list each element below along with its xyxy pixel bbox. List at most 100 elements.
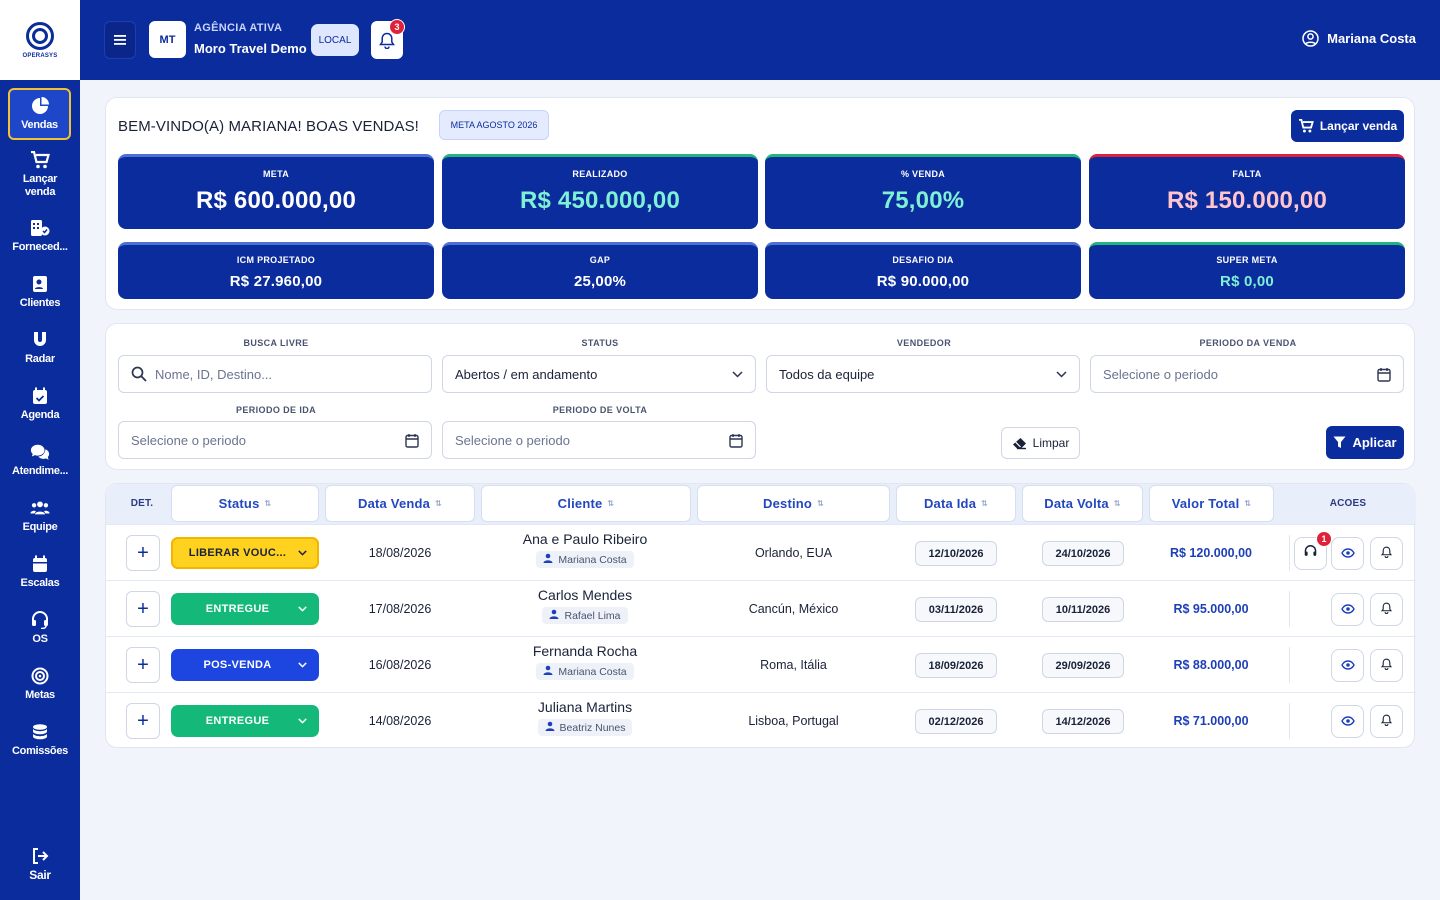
apply-filters-button[interactable]: Aplicar — [1326, 426, 1404, 459]
new-sale-button[interactable]: Lançar venda — [1291, 110, 1404, 142]
table-row[interactable]: + LIBERAR VOUC... 18/08/2026 Ana e Paulo Ri… — [106, 524, 1416, 580]
sidebar-item-comissoes[interactable]: Comissões — [0, 722, 80, 758]
column-header-status[interactable]: Status ⇅ — [171, 485, 319, 522]
sidebar-item-radar[interactable]: Radar — [0, 330, 80, 366]
notification-count-badge: 3 — [389, 19, 405, 35]
departure-date: 02/12/2026 — [915, 709, 997, 734]
expand-row-button[interactable]: + — [126, 591, 160, 627]
welcome-title: BEM-VINDO(A) MARIANA! BOAS VENDAS! — [118, 118, 419, 135]
column-header-departure[interactable]: Data Ida ⇅ — [896, 485, 1016, 522]
seller-label: VENDEDOR — [896, 338, 952, 348]
client-name: Juliana Martins — [537, 699, 633, 715]
column-header-sale-date[interactable]: Data Venda ⇅ — [325, 485, 475, 522]
column-header-client[interactable]: Cliente ⇅ — [481, 485, 691, 522]
person-icon — [549, 609, 559, 622]
status-text: ENTREGUE — [205, 603, 270, 615]
column-header-actions: ACOES — [1329, 498, 1367, 509]
kpi-value: R$ 450.000,00 — [519, 187, 681, 214]
calendar-icon — [729, 433, 743, 448]
return-date: 24/10/2026 — [1042, 541, 1124, 566]
clear-filters-button[interactable]: Limpar — [1001, 427, 1080, 459]
status-dropdown[interactable]: ENTREGUE — [171, 593, 319, 625]
view-sale-button[interactable] — [1331, 649, 1364, 682]
expand-row-button[interactable]: + — [126, 647, 160, 683]
seller-select[interactable]: Todos da equipe — [766, 355, 1080, 393]
eye-icon — [1340, 601, 1355, 619]
view-sale-button[interactable] — [1331, 705, 1364, 738]
logout-button[interactable]: Sair — [0, 846, 80, 882]
status-text: ENTREGUE — [205, 715, 270, 727]
status-dropdown[interactable]: ENTREGUE — [171, 705, 319, 737]
period-chip[interactable]: META AGOSTO 2026 — [439, 110, 549, 140]
notify-button[interactable] — [1370, 705, 1403, 738]
actions-divider — [1289, 535, 1290, 571]
seller-tag: Mariana Costa — [536, 663, 634, 680]
table-row[interactable]: + ENTREGUE 14/08/2026 Juliana Martins Beatri… — [106, 692, 1416, 748]
user-menu[interactable]: Mariana Costa — [1302, 30, 1416, 47]
sidebar-item-agenda[interactable]: Agenda — [0, 386, 80, 422]
calendar-icon — [405, 433, 419, 448]
sidebar-item-escalas[interactable]: Escalas — [0, 554, 80, 590]
sidebar-item-label: Atendime... — [12, 465, 68, 477]
sidebar-item-label: Escalas — [20, 577, 60, 589]
sidebar-item-clientes[interactable]: Clientes — [0, 274, 80, 310]
departure-date: 12/10/2026 — [915, 541, 997, 566]
expand-row-button[interactable]: + — [126, 535, 160, 571]
agency-avatar[interactable]: MT — [149, 21, 186, 58]
sidebar-item-os[interactable]: OS — [0, 610, 80, 646]
sidebar-item-equipe[interactable]: Equipe — [0, 498, 80, 534]
seller-name: Beatriz Nunes — [559, 721, 626, 734]
status-select-value: Abertos / em andamento — [455, 366, 598, 382]
sale-period-label: PERIODO DA VENDA — [1199, 338, 1297, 348]
menu-toggle-button[interactable] — [104, 21, 136, 59]
view-sale-button[interactable] — [1331, 593, 1364, 626]
sort-icon: ⇅ — [1244, 499, 1252, 508]
chevron-down-icon — [298, 548, 307, 558]
sidebar-item-vendas[interactable]: Vendas — [8, 88, 71, 140]
app-logo[interactable]: OPERASYS — [0, 0, 80, 80]
kpi-value: 75,00% — [881, 187, 965, 214]
status-dropdown[interactable]: POS-VENDA — [171, 649, 319, 681]
column-header-return[interactable]: Data Volta ⇅ — [1022, 485, 1143, 522]
column-header-destination[interactable]: Destino ⇅ — [697, 485, 890, 522]
status-dropdown[interactable]: LIBERAR VOUC... — [171, 537, 319, 569]
sale-period-input[interactable]: Selecione o periodo — [1090, 355, 1404, 393]
table-row[interactable]: + ENTREGUE 17/08/2026 Carlos Mendes Rafael L… — [106, 580, 1416, 636]
sidebar-item-label: Lançar venda — [22, 173, 58, 198]
notify-button[interactable] — [1370, 593, 1403, 626]
expand-row-button[interactable]: + — [126, 703, 160, 739]
kpi-label: FALTA — [1232, 169, 1262, 179]
notify-button[interactable] — [1370, 649, 1403, 682]
return-period-input[interactable]: Selecione o periodo — [442, 421, 756, 459]
cart-icon — [1298, 119, 1314, 133]
sidebar-item-label: Equipe — [22, 521, 58, 533]
hamburger-icon — [114, 35, 126, 45]
sidebar-item-atendimento[interactable]: Atendime... — [0, 442, 80, 478]
sidebar-item-lancar-venda[interactable]: Lançar venda — [0, 150, 80, 199]
agency-name[interactable]: Moro Travel Demo — [194, 41, 307, 56]
sort-icon: ⇅ — [607, 499, 615, 508]
return-date: 29/09/2026 — [1042, 653, 1124, 678]
support-count-badge: 1 — [1316, 531, 1332, 547]
departure-period-input[interactable]: Selecione o periodo — [118, 421, 432, 459]
user-circle-icon — [1302, 30, 1319, 47]
client-cell: Ana e Paulo Ribeiro Mariana Costa — [481, 531, 689, 568]
column-header-total[interactable]: Valor Total ⇅ — [1149, 485, 1274, 522]
sidebar-item-fornecedores[interactable]: Forneced... — [0, 218, 80, 254]
sort-icon: ⇅ — [1113, 499, 1121, 508]
search-input[interactable]: Nome, ID, Destino... — [118, 355, 432, 393]
destination: Orlando, EUA — [754, 546, 833, 560]
sidebar-item-label: OS — [32, 633, 48, 645]
notify-button[interactable] — [1370, 537, 1403, 570]
kpi-card: GAP 25,00% — [442, 242, 758, 299]
person-icon — [545, 721, 555, 734]
seller-tag: Beatriz Nunes — [537, 719, 633, 736]
support-button[interactable]: 1 — [1294, 531, 1332, 570]
client-name: Carlos Mendes — [537, 587, 633, 603]
view-sale-button[interactable] — [1331, 537, 1364, 570]
sidebar-item-metas[interactable]: Metas — [0, 666, 80, 702]
status-select[interactable]: Abertos / em andamento — [442, 355, 756, 393]
table-row[interactable]: + POS-VENDA 16/08/2026 Fernanda Rocha Marian… — [106, 636, 1416, 692]
actions-divider — [1289, 647, 1290, 683]
kpi-value: 25,00% — [573, 273, 627, 290]
